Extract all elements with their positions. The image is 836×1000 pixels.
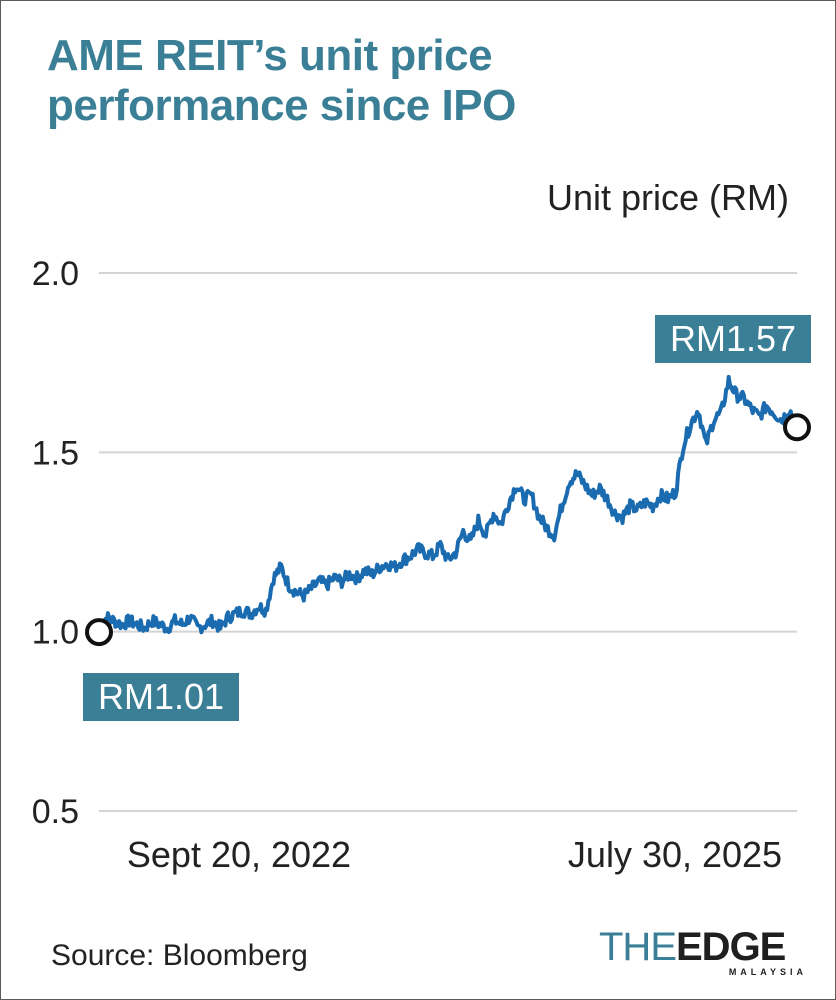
y-tick-label: 0.5 (32, 793, 79, 831)
start-callout-box (83, 673, 239, 721)
y-tick-label: 1.0 (32, 614, 79, 652)
end-callout-box (655, 315, 811, 363)
end-marker (783, 413, 811, 442)
logo-wordmark: THEEDGE (599, 925, 786, 969)
y-tick-label: 2.0 (32, 255, 79, 293)
price-series-line (97, 374, 799, 635)
start-callout-label: RM1.01 (98, 676, 224, 717)
the-edge-logo: THEEDGE MALAYSIA (599, 925, 811, 977)
logo-subtitle: MALAYSIA (728, 967, 807, 977)
chart-title-line-2: performance since IPO (47, 81, 516, 130)
y-axis-label: Unit price (RM) (546, 177, 789, 218)
start-marker (85, 618, 113, 647)
price-chart: 0.5 1.0 1.5 2.0 Sept 20, 2022 July 30, 2025 RM… (32, 255, 811, 875)
y-tick-label: 1.5 (32, 434, 79, 472)
chart-title: AME REIT’s unit price performance since … (47, 31, 787, 131)
x-tick-label: Sept 20, 2022 (127, 834, 351, 875)
end-callout-label: RM1.57 (670, 318, 796, 359)
chart-title-line-1: AME REIT’s unit price (47, 31, 493, 80)
x-tick-label: July 30, 2025 (568, 834, 782, 875)
source-note: Source: Bloomberg (51, 939, 308, 972)
